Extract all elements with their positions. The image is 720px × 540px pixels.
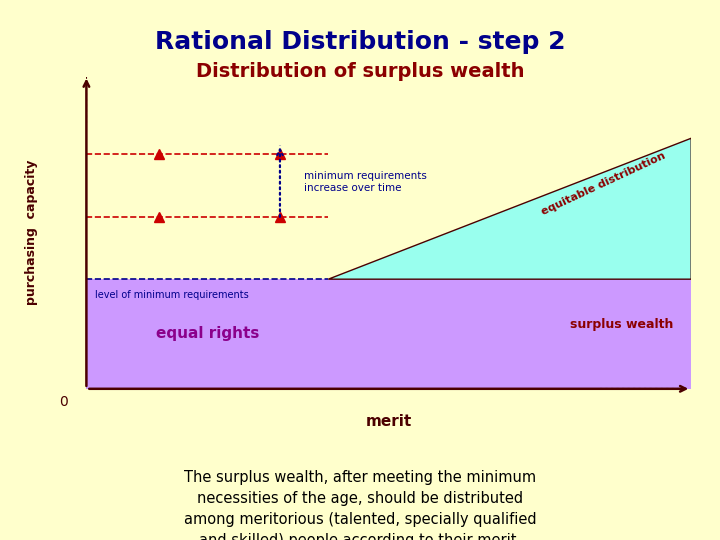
X-axis label: merit: merit [0,539,1,540]
Text: surplus wealth: surplus wealth [570,318,673,331]
Text: minimum requirements
increase over time: minimum requirements increase over time [304,171,427,193]
Text: equal rights: equal rights [156,327,259,341]
Text: merit: merit [366,414,412,429]
FancyBboxPatch shape [86,279,691,389]
Text: purchasing  capacity: purchasing capacity [25,159,38,305]
Text: Rational Distribution - step 2: Rational Distribution - step 2 [155,30,565,53]
Text: The surplus wealth, after meeting the minimum
necessities of the age, should be : The surplus wealth, after meeting the mi… [184,470,536,540]
Text: level of minimum requirements: level of minimum requirements [96,290,249,300]
Text: 0: 0 [60,395,68,409]
Text: equitable distribution: equitable distribution [540,151,667,217]
Text: Distribution of surplus wealth: Distribution of surplus wealth [196,62,524,81]
Polygon shape [328,138,691,279]
